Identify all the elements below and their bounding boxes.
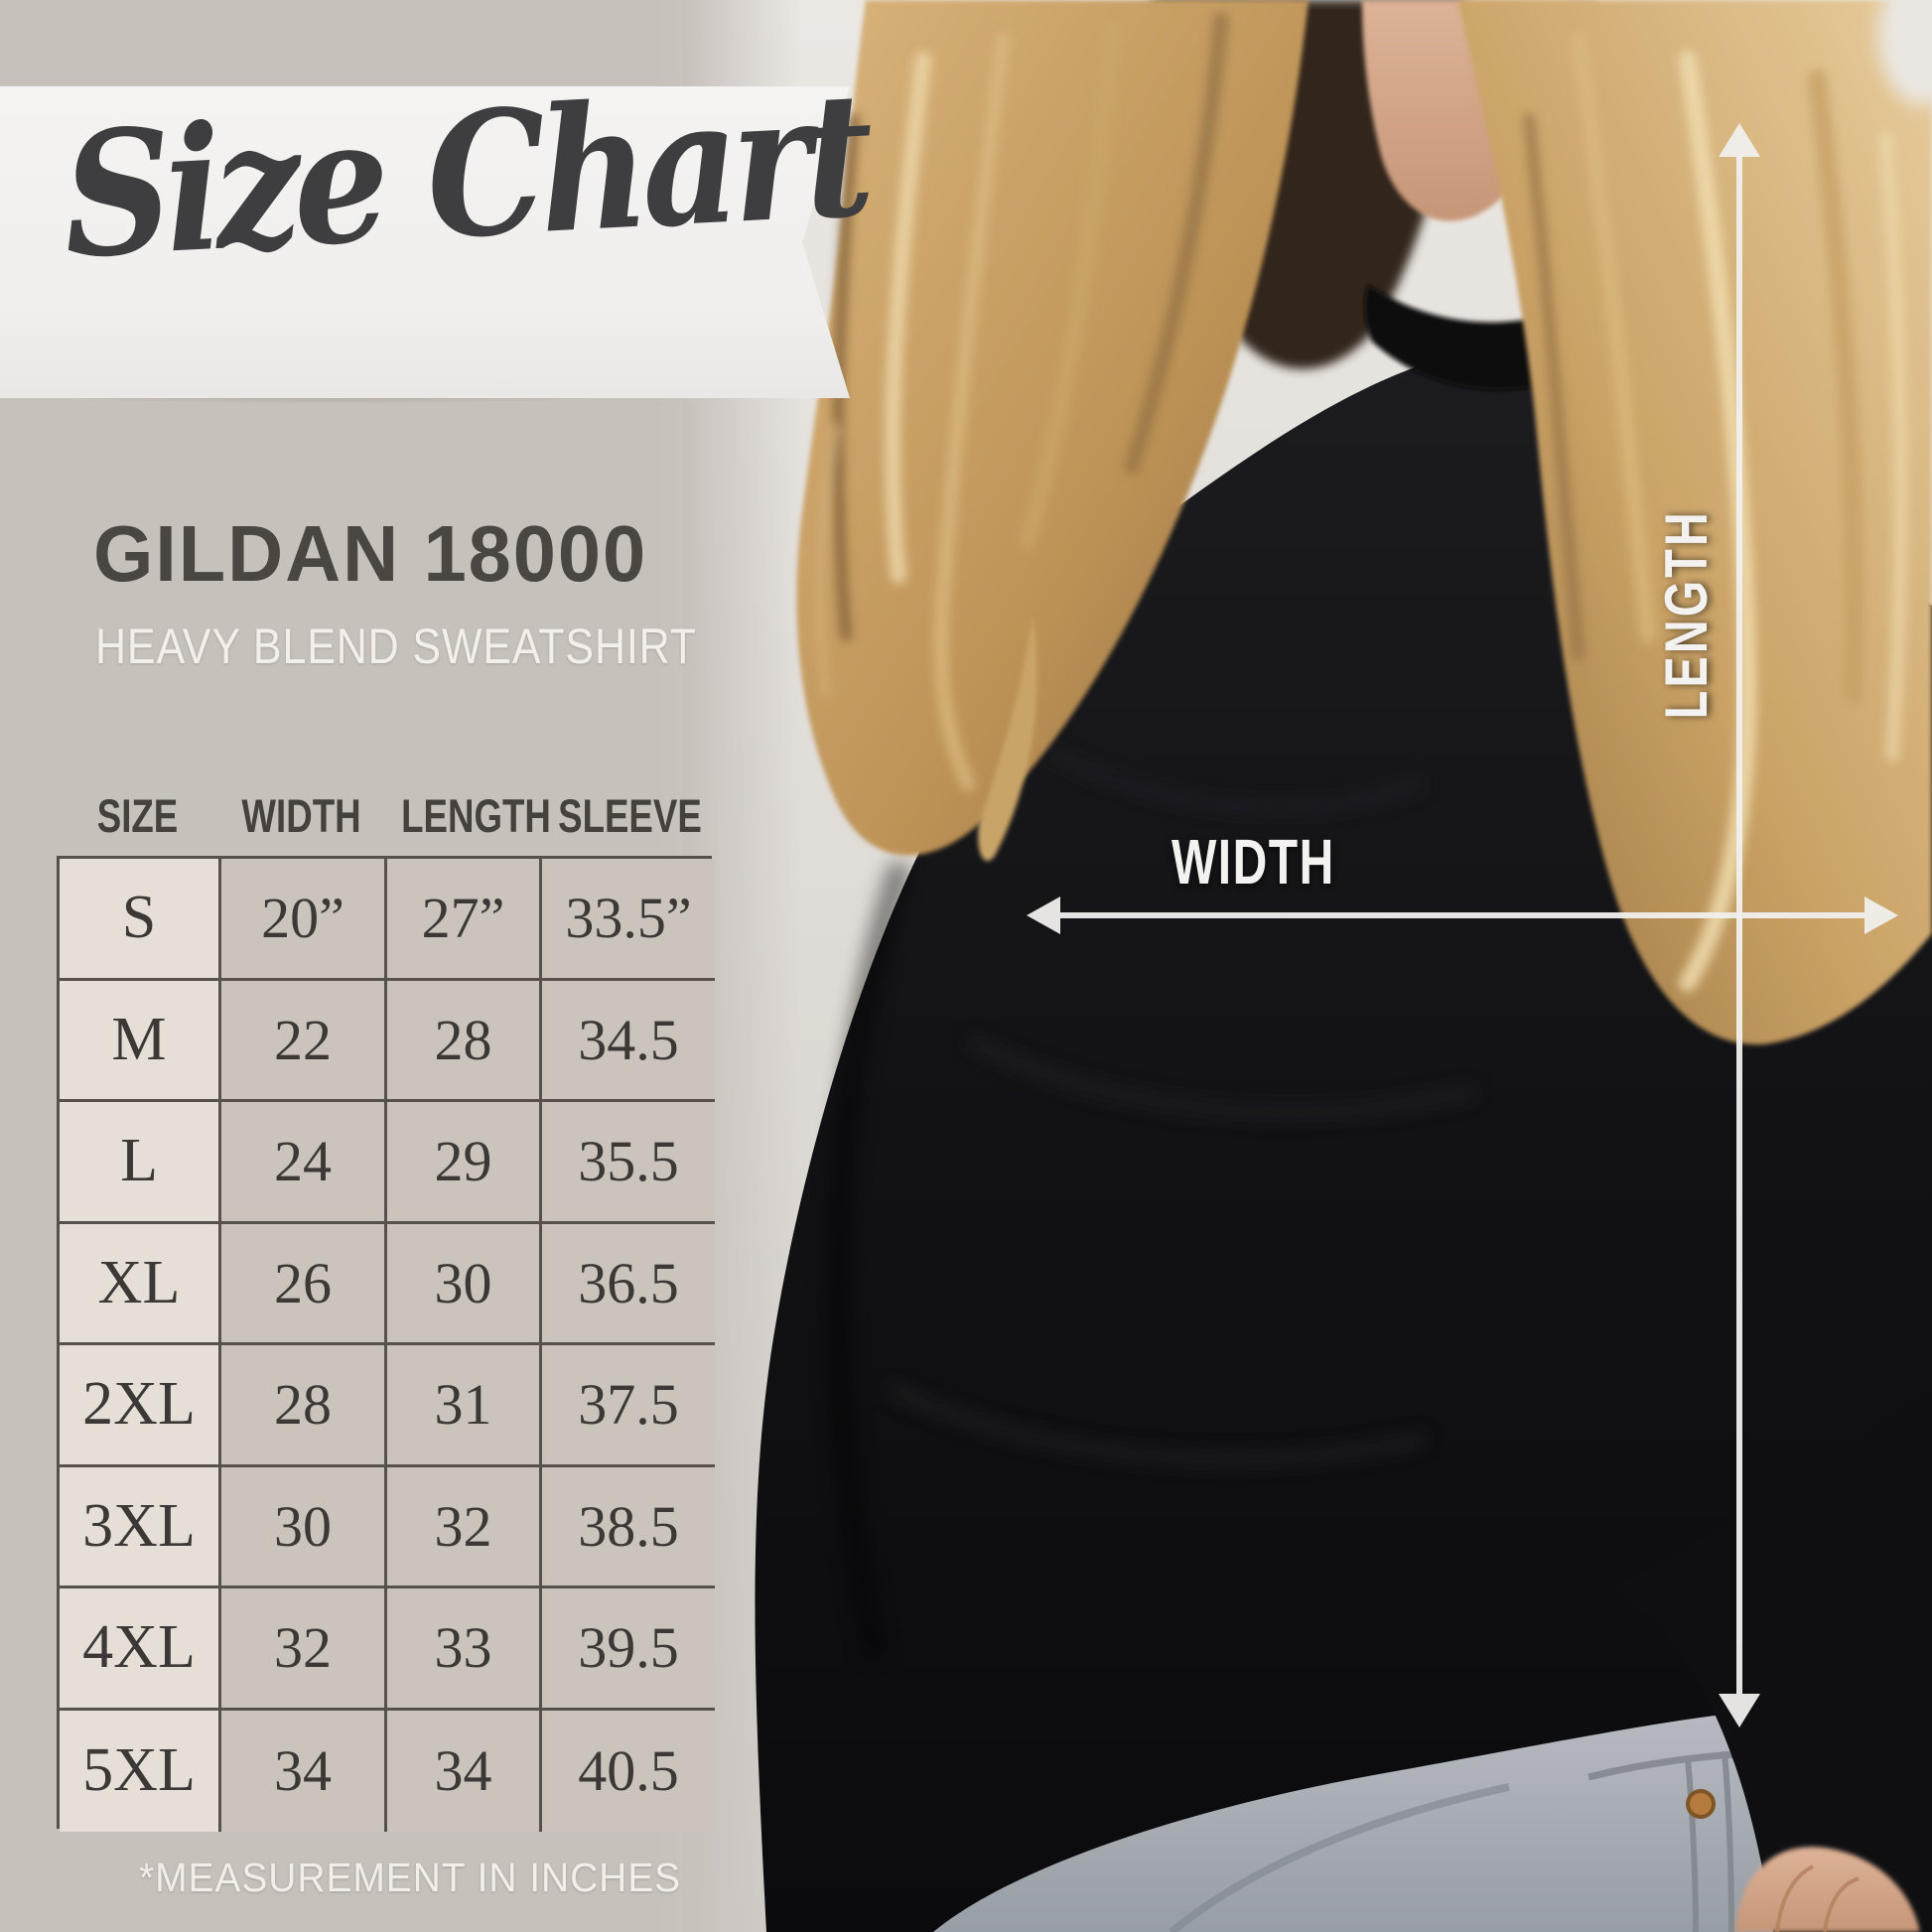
product-subtitle: HEAVY BLEND SWEATSHIRT	[95, 619, 697, 674]
table-cell-width: 32	[221, 1588, 387, 1711]
table-cell-size: 3XL	[60, 1466, 221, 1588]
width-arrow	[1027, 897, 1898, 934]
table-cell-width: 20”	[221, 859, 387, 981]
table-cell-width: 34	[221, 1710, 387, 1832]
measurement-footnote: *MEASUREMENT IN INCHES	[139, 1855, 682, 1900]
sweatshirt-folds	[826, 749, 1476, 1660]
table-cell-size: 4XL	[60, 1588, 221, 1711]
table-cell-length: 27”	[387, 859, 542, 981]
size-table-header: SIZE WIDTH LENGTH SLEEVE	[57, 782, 712, 848]
table-cell-sleeve: 39.5	[542, 1588, 715, 1711]
wall-sliver-top-right	[1878, 0, 1932, 105]
table-cell-width: 24	[221, 1102, 387, 1224]
table-cell-length: 30	[387, 1223, 542, 1345]
table-cell-length: 33	[387, 1588, 542, 1711]
length-measure-label: LENGTH	[1653, 476, 1720, 754]
table-cell-size: 5XL	[60, 1710, 221, 1832]
jeans-button	[1686, 1789, 1716, 1819]
size-table: S 20” 27” 33.5” M 22 28 34.5 L 24 29 35.…	[57, 856, 715, 1832]
page-title: Size Chart	[58, 53, 872, 297]
header-sleeve: SLEEVE	[558, 788, 702, 842]
table-cell-length: 32	[387, 1466, 542, 1588]
length-arrow	[1719, 123, 1760, 1727]
hair-left-tip	[978, 616, 1037, 862]
hair-right-strands	[1523, 32, 1908, 992]
table-cell-size: 2XL	[60, 1345, 221, 1467]
sweatshirt-left-arm	[1608, 1390, 1932, 1932]
header-size: SIZE	[96, 788, 179, 842]
table-cell-size: M	[60, 980, 221, 1102]
jeans	[933, 1714, 1787, 1932]
table-cell-sleeve: 34.5	[542, 980, 715, 1102]
product-name: GILDAN 18000	[93, 509, 648, 598]
table-cell-size: L	[60, 1102, 221, 1224]
table-cell-size: S	[60, 859, 221, 981]
table-cell-sleeve: 38.5	[542, 1466, 715, 1588]
hair-left-strands	[816, 12, 1229, 791]
table-cell-sleeve: 40.5	[542, 1710, 715, 1832]
table-cell-length: 31	[387, 1345, 542, 1467]
table-cell-width: 30	[221, 1466, 387, 1588]
table-cell-width: 26	[221, 1223, 387, 1345]
table-cell-sleeve: 36.5	[542, 1223, 715, 1345]
hair-right	[1457, 0, 1932, 1045]
header-length: LENGTH	[401, 788, 551, 842]
title-banner	[0, 86, 850, 398]
table-cell-sleeve: 37.5	[542, 1345, 715, 1467]
table-cell-length: 29	[387, 1102, 542, 1224]
table-cell-sleeve: 33.5”	[542, 859, 715, 981]
table-cell-length: 34	[387, 1710, 542, 1832]
table-cell-width: 22	[221, 980, 387, 1102]
header-width: WIDTH	[241, 788, 361, 842]
table-cell-sleeve: 35.5	[542, 1102, 715, 1224]
table-cell-length: 28	[387, 980, 542, 1102]
table-cell-width: 28	[221, 1345, 387, 1467]
table-cell-size: XL	[60, 1223, 221, 1345]
hand-finger-lines	[1775, 1864, 1860, 1932]
width-measure-label: WIDTH	[1172, 826, 1335, 897]
length-measure-label-text: LENGTH	[1652, 509, 1720, 720]
